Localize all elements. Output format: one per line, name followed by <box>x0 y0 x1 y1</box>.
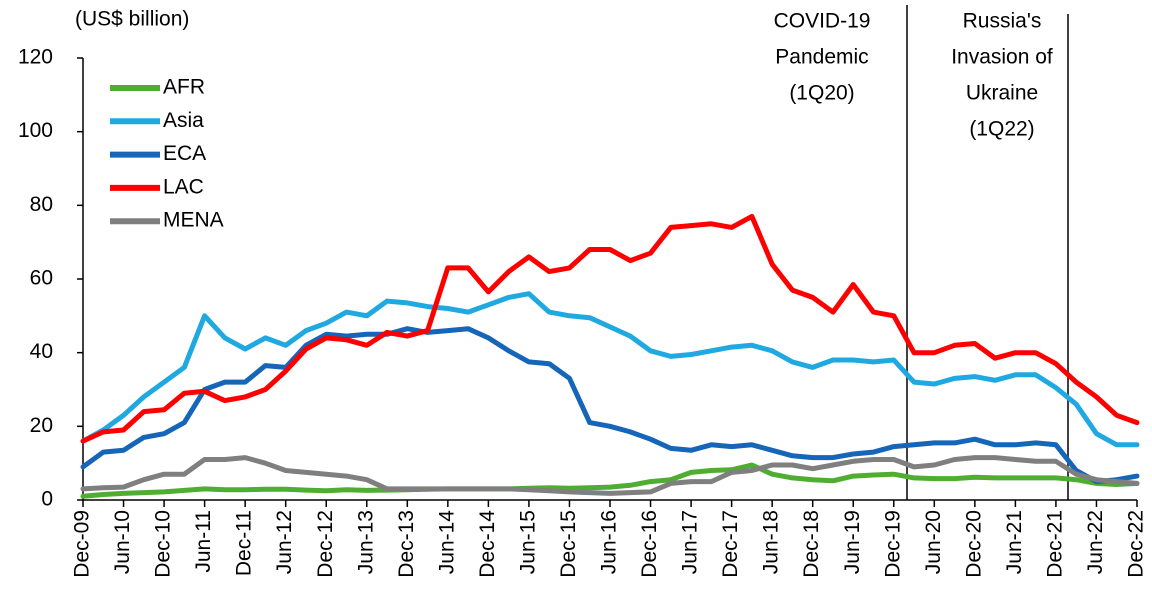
x-tick-label: Dec-11 <box>233 510 256 576</box>
y-tick-label: 40 <box>30 340 53 363</box>
x-tick-label: Dec-22 <box>1125 510 1148 578</box>
x-tick-label: Dec-17 <box>719 510 742 578</box>
x-tick-label: Dec-18 <box>800 510 823 578</box>
x-tick-label: Dec-19 <box>881 510 904 578</box>
x-tick-label: Dec-10 <box>152 510 175 578</box>
y-tick-label: 60 <box>30 267 53 290</box>
x-tick-label: Jun-21 <box>1003 510 1026 574</box>
annotation-text: Ukraine <box>966 82 1038 105</box>
annotation-text: Invasion of <box>951 46 1053 69</box>
x-tick-label: Jun-14 <box>435 510 458 575</box>
series-line <box>80 291 1140 448</box>
annotation-text: Russia's <box>963 10 1042 33</box>
series-line <box>80 326 1140 485</box>
x-tick-label: Jun-11 <box>192 510 215 573</box>
x-tick-label: Dec-14 <box>476 510 499 578</box>
y-tick-label: 20 <box>30 414 53 437</box>
annotation-text: COVID-19 <box>774 10 871 33</box>
series-line <box>80 455 1140 496</box>
x-tick-label: Dec-13 <box>395 510 418 578</box>
legend-label: MENA <box>163 209 224 232</box>
y-tick-label: 80 <box>30 193 53 216</box>
x-tick-label: Jun-18 <box>760 510 783 574</box>
x-tick-label: Dec-15 <box>557 510 580 578</box>
series-line <box>80 213 1140 444</box>
x-tick-label: Jun-19 <box>841 510 864 574</box>
y-tick-label: 0 <box>41 488 53 511</box>
x-tick-label: Jun-10 <box>111 510 134 574</box>
x-tick-label: Jun-17 <box>679 510 702 574</box>
x-tick-label: Dec-16 <box>638 510 661 578</box>
legend-label: Asia <box>163 109 204 132</box>
x-tick-label: Jun-13 <box>354 510 377 574</box>
x-tick-label: Jun-20 <box>922 510 945 574</box>
series-line <box>80 462 1140 499</box>
annotation-text: Pandemic <box>775 46 868 69</box>
y-tick-label: 120 <box>18 46 53 69</box>
x-tick-label: Jun-16 <box>598 510 621 574</box>
annotation-text: (1Q20) <box>789 82 854 105</box>
legend-label: ECA <box>163 142 206 165</box>
legend-label: LAC <box>163 175 204 198</box>
x-tick-label: Dec-12 <box>314 510 337 578</box>
x-tick-label: Dec-21 <box>1043 510 1066 578</box>
x-tick-label: Jun-15 <box>516 510 539 574</box>
x-tick-label: Jun-12 <box>273 510 296 574</box>
x-tick-label: Dec-09 <box>71 510 94 578</box>
legend-label: AFR <box>163 76 205 99</box>
annotation-text: (1Q22) <box>969 118 1034 141</box>
y-axis-label: (US$ billion) <box>75 8 189 31</box>
y-tick-label: 100 <box>18 119 53 142</box>
x-tick-label: Dec-20 <box>962 510 985 578</box>
x-tick-label: Jun-22 <box>1084 510 1107 574</box>
